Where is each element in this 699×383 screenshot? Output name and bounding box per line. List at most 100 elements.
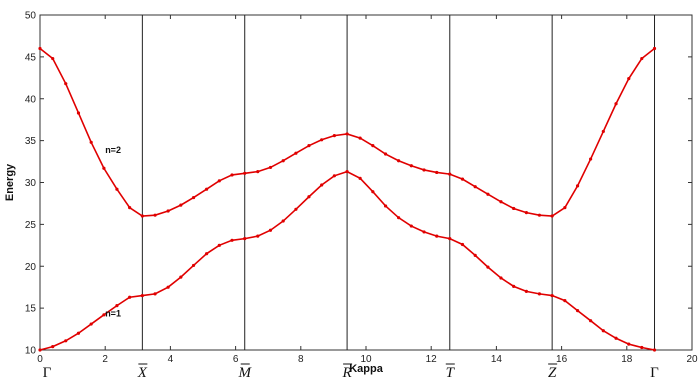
data-point xyxy=(358,176,362,180)
data-point xyxy=(230,173,234,177)
data-point xyxy=(294,151,298,155)
data-point xyxy=(76,111,81,115)
y-tick-label: 40 xyxy=(25,94,37,105)
data-point xyxy=(473,185,477,189)
data-point xyxy=(383,204,388,208)
data-point xyxy=(575,309,580,313)
data-point xyxy=(397,216,401,220)
y-tick-label: 30 xyxy=(25,178,37,189)
data-point xyxy=(499,200,503,204)
data-point xyxy=(256,234,260,238)
data-point xyxy=(601,329,605,333)
symmetry-point-label: T xyxy=(446,365,456,381)
data-point xyxy=(460,242,465,247)
series-group xyxy=(38,46,657,352)
data-point xyxy=(448,172,452,176)
y-tick-label: 25 xyxy=(25,220,37,231)
data-point xyxy=(191,263,196,268)
data-point xyxy=(460,177,465,181)
data-point xyxy=(640,56,644,61)
data-point xyxy=(537,213,542,217)
data-point xyxy=(320,138,324,142)
data-point xyxy=(627,77,631,81)
y-axis-ticks: 10 15 20 25 30 35 40 45 50 xyxy=(25,11,692,357)
y-tick-label: 15 xyxy=(25,304,37,315)
data-point xyxy=(345,132,349,136)
data-point xyxy=(281,219,285,223)
data-point xyxy=(550,293,554,298)
data-point xyxy=(204,187,209,191)
x-axis-label: Kappa xyxy=(349,363,384,375)
data-point xyxy=(563,206,567,210)
data-point xyxy=(563,298,567,303)
data-point xyxy=(486,192,490,196)
symmetry-point-label: Γ xyxy=(650,365,659,381)
data-point xyxy=(166,209,170,213)
band-annotation: n=1 xyxy=(105,309,121,319)
data-point xyxy=(38,348,42,352)
x-tick-label: 6 xyxy=(233,354,239,365)
data-point xyxy=(358,136,362,140)
data-point xyxy=(243,171,247,175)
data-point xyxy=(614,102,618,106)
data-point xyxy=(166,285,170,289)
data-point xyxy=(332,174,336,178)
data-point xyxy=(128,295,132,299)
data-point xyxy=(204,252,209,256)
symmetry-point-label: X xyxy=(137,365,148,381)
data-point xyxy=(281,159,285,163)
data-point xyxy=(601,129,605,134)
data-point xyxy=(589,319,593,323)
data-point xyxy=(524,289,528,293)
data-point xyxy=(537,292,542,296)
data-point xyxy=(153,292,157,296)
data-point xyxy=(652,46,657,51)
data-point xyxy=(550,214,554,218)
symmetry-point-label: M xyxy=(237,365,252,381)
data-point xyxy=(371,190,375,194)
data-point xyxy=(102,166,106,170)
x-tick-label: 2 xyxy=(102,354,108,365)
x-tick-label: 0 xyxy=(37,354,43,365)
data-point xyxy=(409,224,413,228)
y-tick-label: 50 xyxy=(25,11,37,22)
data-point xyxy=(422,168,426,172)
y-tick-label: 35 xyxy=(25,136,37,147)
data-point xyxy=(115,187,119,191)
data-point xyxy=(294,207,298,211)
data-point xyxy=(217,179,221,183)
data-point xyxy=(230,238,234,242)
symmetry-point-label: Z xyxy=(548,365,557,381)
data-point xyxy=(256,170,260,174)
x-tick-label: 14 xyxy=(491,354,503,365)
data-point xyxy=(217,243,221,247)
x-axis-ticks: 0 2 4 6 8 10 12 14 16 18 20 xyxy=(37,15,698,365)
data-point xyxy=(652,348,657,352)
data-point xyxy=(38,46,42,51)
data-point xyxy=(128,206,132,210)
data-point xyxy=(589,157,593,161)
data-point xyxy=(371,144,375,148)
data-point xyxy=(179,203,183,207)
data-point xyxy=(397,159,401,163)
data-point xyxy=(179,275,183,279)
data-point xyxy=(268,165,273,170)
data-point xyxy=(332,134,336,138)
y-tick-label: 20 xyxy=(25,262,37,273)
data-point xyxy=(140,214,144,218)
data-point xyxy=(409,164,413,168)
symmetry-point-label: Γ xyxy=(43,365,52,381)
y-tick-label: 45 xyxy=(25,52,37,63)
data-point xyxy=(435,234,439,238)
data-point xyxy=(486,265,490,269)
x-tick-label: 8 xyxy=(298,354,304,365)
data-point xyxy=(268,228,273,232)
data-point xyxy=(524,211,528,215)
x-tick-label: 20 xyxy=(686,354,698,365)
data-point xyxy=(51,345,55,349)
data-point xyxy=(320,183,324,187)
data-point xyxy=(575,184,580,188)
data-point xyxy=(512,206,516,211)
